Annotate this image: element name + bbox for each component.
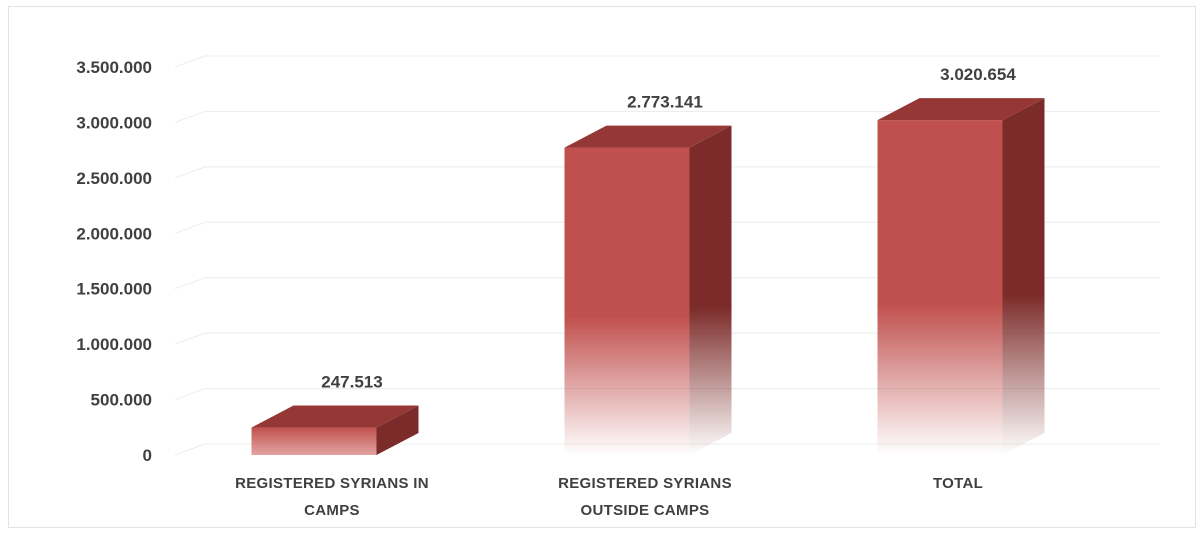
category-label: REGISTERED SYRIANS xyxy=(558,475,732,492)
y-tick-label: 500.000 xyxy=(91,391,152,410)
y-tick-label: 2.500.000 xyxy=(76,169,152,188)
bar-front-face xyxy=(251,427,377,455)
data-label: 247.513 xyxy=(321,373,382,392)
bar xyxy=(564,125,732,455)
category-label: CAMPS xyxy=(304,502,360,519)
category-label: OUTSIDE CAMPS xyxy=(581,502,710,519)
category-labels: REGISTERED SYRIANS IN CAMPS REGISTERED SYR… xyxy=(235,475,983,519)
data-label: 3.020.654 xyxy=(940,65,1016,84)
bar-top-face xyxy=(877,98,1045,121)
y-tick-label: 3.000.000 xyxy=(76,113,152,132)
gridline-diagonal xyxy=(174,166,206,179)
y-tick-label: 1.000.000 xyxy=(76,335,152,354)
y-tick-label: 0 xyxy=(143,446,152,465)
bar-side-face xyxy=(689,125,732,455)
category-label: REGISTERED SYRIANS IN xyxy=(235,475,429,492)
y-tick-label: 2.000.000 xyxy=(76,224,152,243)
gridline-diagonal xyxy=(174,443,206,456)
gridline-diagonal xyxy=(174,221,206,234)
gridline-diagonal xyxy=(174,277,206,290)
bar-side-face xyxy=(1002,98,1045,456)
y-tick-label: 3.500.000 xyxy=(76,58,152,77)
bar xyxy=(877,98,1045,456)
gridline-diagonal xyxy=(174,55,206,68)
data-labels: 247.513 2.773.141 3.020.654 xyxy=(321,65,1016,391)
gridline-diagonal xyxy=(174,332,206,345)
data-label: 2.773.141 xyxy=(627,93,703,112)
y-tick-label: 1.500.000 xyxy=(76,280,152,299)
bar-front-face xyxy=(564,147,690,455)
bars xyxy=(251,98,1045,456)
y-axis-ticks: 0 500.000 1.000.000 1.500.000 2.000.000 2.500… xyxy=(76,58,152,465)
bar-front-face xyxy=(877,120,1003,456)
bar-top-face xyxy=(564,125,732,148)
bar xyxy=(251,405,419,455)
category-label: TOTAL xyxy=(933,475,983,492)
gridline-diagonal xyxy=(174,388,206,401)
bar-side-face xyxy=(376,405,419,455)
gridline-diagonal xyxy=(174,110,206,123)
bar-top-face xyxy=(251,405,419,428)
